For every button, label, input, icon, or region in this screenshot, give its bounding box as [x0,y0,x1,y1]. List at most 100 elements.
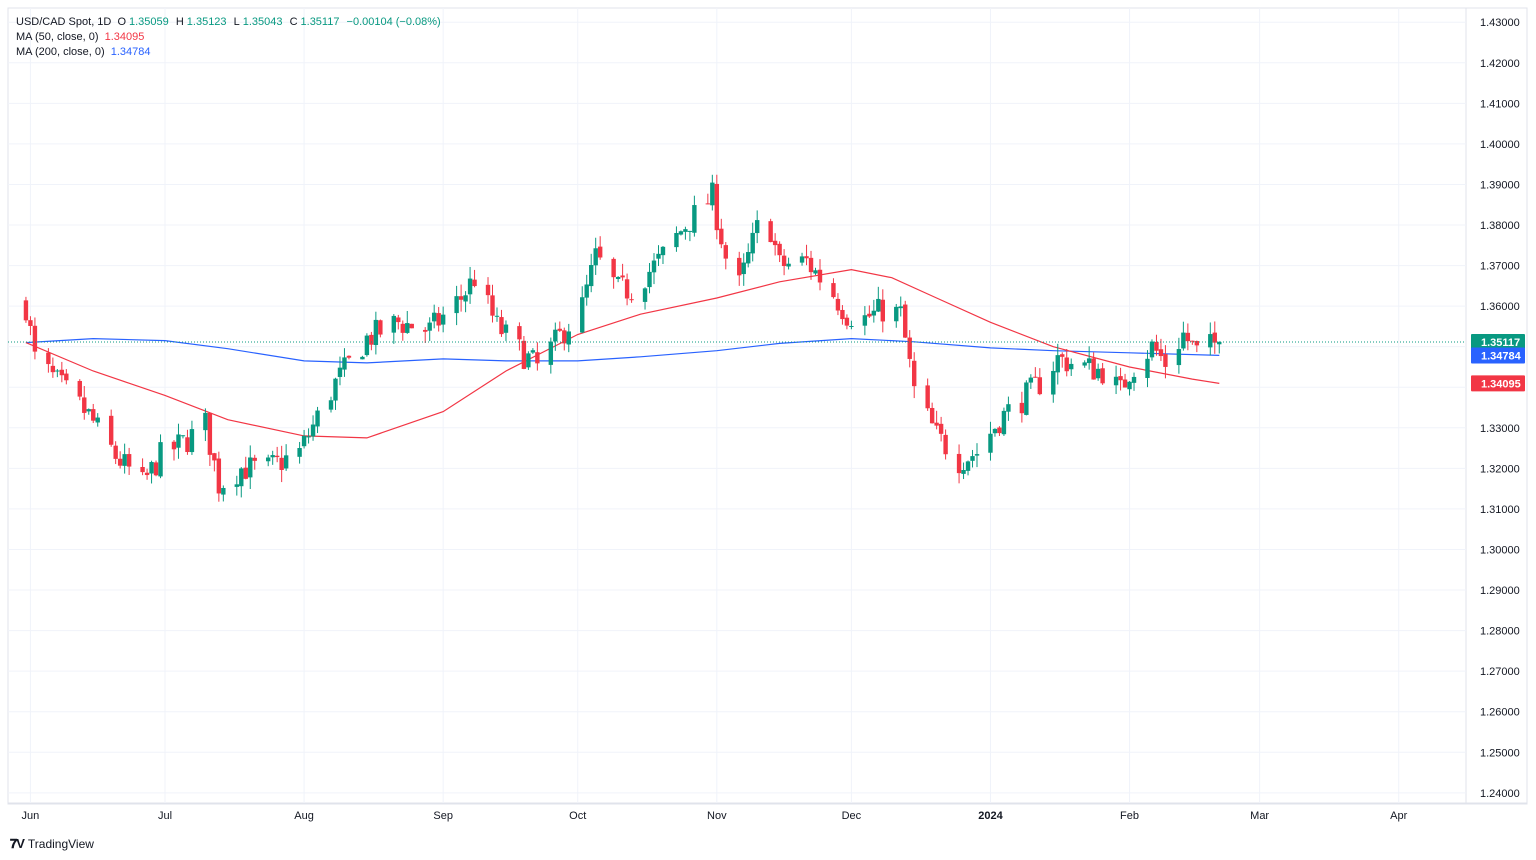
candle-body [786,263,791,267]
candle-body [934,422,939,426]
x-tick-label: Jul [158,810,172,822]
candle-body [772,240,778,246]
candle-body [431,312,437,322]
candle-body [1019,402,1025,414]
candle-body [212,453,217,461]
candle-body [611,258,616,278]
candle-body [692,205,697,233]
last-price-price-badge [1471,333,1525,350]
candle-body [409,323,414,329]
candle-body [943,434,948,455]
ma200-value: 1.34784 [110,46,151,58]
candle-body [907,337,912,359]
candle-body [615,276,621,279]
candle-body [737,257,742,276]
y-tick-label: 1.39000 [1480,179,1520,191]
candle-body [862,315,868,326]
candle-body [176,434,181,448]
candle-body [503,324,509,333]
candle-body [656,253,661,259]
candle-body [337,367,343,377]
ma50-price-badge [1471,375,1525,392]
candle-body [624,279,630,299]
candle-body [472,279,477,287]
candle-body [956,453,962,474]
brand-name: TradingView [27,837,94,851]
candle-body [122,454,127,466]
candle-body [265,457,271,462]
tradingview-logo-icon: 𝟕V [10,836,25,851]
candle-body [50,365,56,373]
candle-body [741,262,746,275]
candle-body [562,330,567,344]
x-tick-label: Mar [1250,810,1269,822]
candle-body [180,435,186,437]
candle-body [239,468,244,487]
candle-body [463,295,468,302]
candle-body [705,203,711,205]
y-tick-label: 1.28000 [1480,626,1520,638]
candle-body [1212,332,1217,343]
candle-body [777,243,782,256]
last-price-price-text: 1.35117 [1481,337,1520,349]
y-tick-label: 1.30000 [1480,544,1520,556]
x-tick-label: 2024 [978,810,1003,822]
candle-body [283,455,289,469]
candle-body [678,231,684,235]
candle-body [373,319,379,346]
candle-body [32,325,38,352]
candle-body [1033,376,1038,378]
candle-body [974,454,980,456]
candle-body [113,445,118,459]
candle-body [454,296,459,314]
candle-body [91,409,96,421]
time-axis[interactable]: Jun Jul Aug Sep Oct Nov Dec 2024 Feb Mar Apr [22,810,1408,822]
candle-body [831,283,836,298]
candle-body [55,370,60,372]
x-tick-label: Nov [707,810,727,822]
x-tick-label: Dec [842,810,862,822]
candle-body [485,284,491,296]
candle-body [95,417,100,423]
candle-body [342,357,347,370]
candle-body [333,378,338,401]
candle-body [423,329,428,332]
candle-body [898,306,903,309]
candle-body [750,232,755,254]
candle-body [813,270,818,274]
x-tick-label: Oct [569,810,586,822]
x-tick-label: Apr [1390,810,1407,822]
grid [7,7,1528,805]
candle-body [360,356,365,360]
candle-body [467,278,473,295]
candle-body [517,326,522,340]
candle-body [894,306,899,322]
high-value: 1.35123 [186,16,227,28]
price-axis[interactable]: 1.43000 1.42000 1.41000 1.40000 1.39000 1.380… [1471,17,1525,800]
close-value: 1.35117 [300,16,340,28]
y-tick-label: 1.32000 [1480,463,1520,475]
candle-body [440,314,446,325]
candle-body [64,373,69,381]
ma200-row[interactable]: MA (200, close, 0) 1.34784 [16,45,441,60]
candle-body [378,320,383,335]
candle-body [844,317,850,326]
candle-body [59,369,65,376]
symbol-label[interactable]: USD/CAD Spot, 1D [16,16,112,28]
candle-body [436,313,441,326]
ma50-row[interactable]: MA (50, close, 0) 1.34095 [16,30,441,45]
candle-body [849,325,854,327]
candle-body [992,428,998,434]
candle-body [297,448,302,457]
candle-body [1194,340,1200,346]
candle-body [535,352,540,364]
candle-body [499,317,504,335]
candle-body [252,457,257,461]
candle-body [521,340,527,369]
candle-body [1095,368,1101,379]
y-tick-label: 1.29000 [1480,585,1520,597]
brand[interactable]: 𝟕V TradingView [10,836,94,852]
open-label: O [117,16,126,28]
candle-body [234,484,239,487]
